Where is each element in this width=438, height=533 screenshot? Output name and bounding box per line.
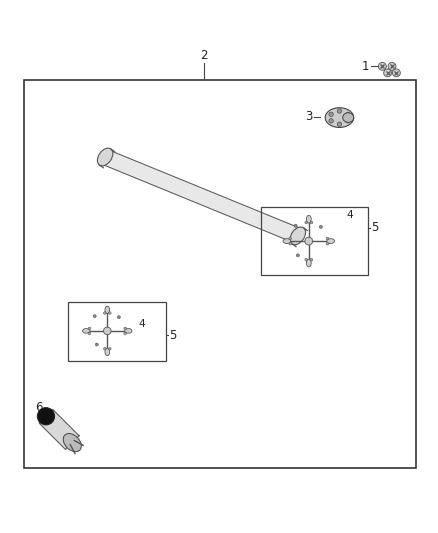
- Circle shape: [305, 259, 307, 261]
- Ellipse shape: [283, 239, 291, 244]
- Circle shape: [109, 348, 111, 350]
- Circle shape: [124, 327, 127, 329]
- Text: 5: 5: [371, 221, 378, 235]
- Circle shape: [326, 243, 328, 245]
- Circle shape: [319, 225, 322, 229]
- Ellipse shape: [63, 433, 81, 451]
- Circle shape: [88, 332, 91, 335]
- Circle shape: [289, 243, 292, 245]
- Text: 3: 3: [305, 110, 313, 123]
- Polygon shape: [102, 150, 301, 243]
- Polygon shape: [39, 409, 79, 449]
- Circle shape: [305, 237, 313, 245]
- Bar: [68, 302, 166, 361]
- Bar: [24, 80, 416, 468]
- Text: 1: 1: [362, 60, 369, 73]
- Circle shape: [329, 112, 333, 117]
- Ellipse shape: [125, 328, 132, 333]
- Circle shape: [329, 119, 333, 123]
- Circle shape: [124, 332, 127, 335]
- Circle shape: [103, 312, 106, 314]
- Circle shape: [346, 112, 350, 117]
- Circle shape: [88, 327, 91, 329]
- Bar: [261, 207, 368, 275]
- Circle shape: [310, 259, 313, 261]
- Circle shape: [117, 316, 120, 319]
- Circle shape: [326, 237, 328, 240]
- Ellipse shape: [306, 215, 311, 223]
- Text: 4: 4: [346, 210, 353, 220]
- Ellipse shape: [97, 148, 113, 166]
- Circle shape: [109, 312, 111, 314]
- Circle shape: [392, 69, 400, 77]
- Ellipse shape: [290, 227, 306, 245]
- Ellipse shape: [325, 108, 354, 127]
- Circle shape: [296, 254, 300, 257]
- Circle shape: [93, 314, 96, 318]
- Ellipse shape: [343, 113, 354, 123]
- Circle shape: [337, 109, 342, 113]
- Circle shape: [378, 62, 386, 70]
- Ellipse shape: [327, 239, 335, 244]
- Circle shape: [294, 224, 297, 227]
- Text: 5: 5: [170, 329, 177, 342]
- Circle shape: [384, 69, 392, 77]
- Circle shape: [37, 408, 55, 425]
- Text: 2: 2: [200, 50, 208, 62]
- Circle shape: [310, 221, 313, 224]
- Circle shape: [95, 343, 98, 346]
- Ellipse shape: [105, 306, 110, 313]
- Ellipse shape: [105, 348, 110, 356]
- Circle shape: [305, 221, 307, 224]
- Circle shape: [346, 119, 350, 123]
- Circle shape: [388, 62, 396, 70]
- Circle shape: [337, 122, 342, 126]
- Circle shape: [103, 348, 106, 350]
- Ellipse shape: [83, 328, 90, 333]
- Circle shape: [289, 237, 292, 240]
- Ellipse shape: [306, 259, 311, 267]
- Circle shape: [103, 327, 111, 335]
- Text: 6: 6: [35, 401, 42, 414]
- Text: 4: 4: [139, 319, 145, 329]
